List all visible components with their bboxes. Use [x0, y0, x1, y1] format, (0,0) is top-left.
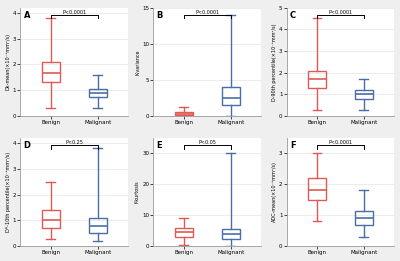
Y-axis label: Dk-mean(×10⁻³mm²/s): Dk-mean(×10⁻³mm²/s) — [6, 33, 10, 90]
Text: P<0.25: P<0.25 — [65, 140, 83, 145]
Y-axis label: ADC-mean(×10⁻³mm²/s): ADC-mean(×10⁻³mm²/s) — [272, 162, 277, 222]
Y-axis label: f-kurtosis: f-kurtosis — [135, 181, 140, 203]
Y-axis label: K-variance: K-variance — [135, 49, 140, 75]
Y-axis label: D-90th percentile(×10⁻³mm²/s): D-90th percentile(×10⁻³mm²/s) — [272, 23, 277, 100]
Text: P<0.05: P<0.05 — [198, 140, 216, 145]
Y-axis label: D*-10th percentile(×10⁻³mm²/s): D*-10th percentile(×10⁻³mm²/s) — [6, 152, 10, 232]
Text: D: D — [24, 141, 30, 150]
Text: P<0.0001: P<0.0001 — [195, 10, 220, 15]
Text: A: A — [24, 11, 30, 20]
Text: E: E — [157, 141, 162, 150]
Text: C: C — [290, 11, 296, 20]
Text: F: F — [290, 141, 295, 150]
Text: P<0.0001: P<0.0001 — [62, 10, 86, 15]
Text: B: B — [157, 11, 163, 20]
Text: P<0.0001: P<0.0001 — [328, 140, 352, 145]
Text: P<0.0001: P<0.0001 — [328, 10, 352, 15]
